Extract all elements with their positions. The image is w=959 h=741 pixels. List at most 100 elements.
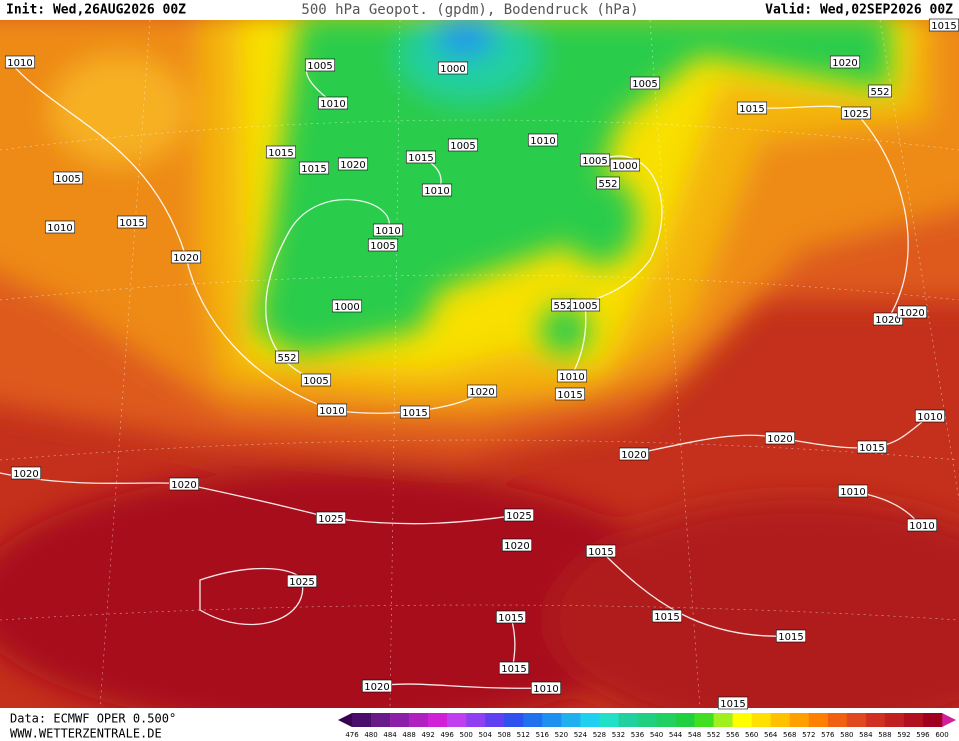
isobar-label-text: 1000 bbox=[612, 161, 637, 172]
isobar-label-text: 1020 bbox=[621, 450, 646, 461]
isobar-label-text: 1020 bbox=[899, 308, 924, 319]
isobar-label: 1015 bbox=[928, 18, 959, 32]
colorbar-label: 536 bbox=[631, 731, 645, 739]
colorbar-label: 556 bbox=[726, 731, 740, 739]
isobar-label-text: 1020 bbox=[504, 541, 529, 552]
isobar-label: 1015 bbox=[554, 387, 586, 401]
isobar-label-text: 552 bbox=[277, 353, 296, 364]
isobar-label: 1015 bbox=[495, 610, 527, 624]
isobar-label-text: 552 bbox=[598, 179, 617, 190]
colorbar-swatch bbox=[599, 713, 619, 727]
colorbar-label: 592 bbox=[897, 731, 910, 739]
isobar-label-box bbox=[856, 440, 888, 454]
colorbar-label: 552 bbox=[707, 731, 720, 739]
colorbar-label: 532 bbox=[612, 731, 625, 739]
isobar-label: 1015 bbox=[856, 440, 888, 454]
isobar-label-box bbox=[609, 158, 641, 172]
isobar-label-box bbox=[367, 238, 399, 252]
isobar-label-box bbox=[447, 138, 479, 152]
isobar-label-text: 1015 bbox=[654, 612, 679, 623]
isobar-label: 1020 bbox=[829, 55, 861, 69]
isobar-label-box bbox=[569, 298, 601, 312]
colorbar-label: 560 bbox=[745, 731, 758, 739]
isobar-label: 1000 bbox=[609, 158, 641, 172]
isobar-label-box bbox=[896, 305, 928, 319]
isobar-label: 552 bbox=[275, 350, 299, 364]
colorbar-swatch bbox=[428, 713, 448, 727]
colorbar-swatch bbox=[732, 713, 752, 727]
isobar-label-text: 1010 bbox=[47, 223, 72, 234]
colorbar-label: 500 bbox=[460, 731, 473, 739]
isobar-label-box bbox=[495, 610, 527, 624]
isobar-label-text: 1020 bbox=[13, 469, 38, 480]
colorbar-label: 572 bbox=[802, 731, 815, 739]
isobar-label-text: 1000 bbox=[440, 64, 465, 75]
isobar-label: 1005 bbox=[447, 138, 479, 152]
isobar-label-text: 1020 bbox=[340, 160, 365, 171]
isobar-label-box bbox=[840, 106, 872, 120]
colorbar-swatch bbox=[751, 713, 772, 727]
isobar-label-text: 1010 bbox=[375, 226, 400, 237]
isobar-label: 1015 bbox=[399, 405, 431, 419]
isobar-label-text: 552 bbox=[553, 301, 572, 312]
isobar-label: 1010 bbox=[316, 403, 348, 417]
isobar-label-box bbox=[764, 431, 796, 445]
colorbar-label: 504 bbox=[479, 731, 493, 739]
isobar-label-box bbox=[337, 157, 369, 171]
isobar-label-box bbox=[596, 176, 620, 190]
colorbar-swatch bbox=[922, 713, 943, 727]
isobar-label: 1010 bbox=[4, 55, 36, 69]
isobar-label: 1015 bbox=[116, 215, 148, 229]
isobar-label-text: 1015 bbox=[739, 104, 764, 115]
isobar-label: 1020 bbox=[170, 250, 202, 264]
colorbar-label: 568 bbox=[783, 731, 796, 739]
isobar-label-text: 1005 bbox=[303, 376, 328, 387]
isobar-label-box bbox=[651, 609, 683, 623]
isobar-label-text: 1015 bbox=[498, 613, 523, 624]
isobar-label-text: 1010 bbox=[909, 521, 934, 532]
isobar-label-text: 1010 bbox=[7, 58, 32, 69]
isobar-label: 1020 bbox=[618, 447, 650, 461]
isobar-label-text: 1005 bbox=[450, 141, 475, 152]
isobar-label-box bbox=[466, 384, 498, 398]
colorbar-swatch bbox=[770, 713, 791, 727]
isobar-label-text: 1015 bbox=[557, 390, 582, 401]
isobar-label: 1015 bbox=[775, 629, 807, 643]
isobar-label-text: 1005 bbox=[55, 174, 80, 185]
colorbar-swatch bbox=[675, 713, 695, 727]
isobar-label: 1020 bbox=[872, 312, 904, 326]
colorbar-swatch bbox=[884, 713, 905, 727]
isobar-label: 1015 bbox=[585, 544, 617, 558]
isobar-label-text: 1025 bbox=[843, 109, 868, 120]
isobar-label-box bbox=[421, 183, 453, 197]
isobar-label-text: 1015 bbox=[408, 153, 433, 164]
isobar-label: 1005 bbox=[300, 373, 332, 387]
isobar-label: 1025 bbox=[315, 511, 347, 525]
isobar-label-box bbox=[585, 544, 617, 558]
colorbar-label: 584 bbox=[859, 731, 873, 739]
colorbar-swatch bbox=[485, 713, 505, 727]
colorbar-swatch bbox=[694, 713, 714, 727]
isobar-label-box bbox=[556, 369, 588, 383]
colorbar-label: 596 bbox=[916, 731, 930, 739]
isobar-label-box bbox=[437, 61, 469, 75]
isobar-label-text: 1010 bbox=[840, 487, 865, 498]
colorbar-label: 492 bbox=[421, 731, 434, 739]
isobar-label: 1005 bbox=[579, 153, 611, 167]
isobar-label-box bbox=[317, 96, 349, 110]
isobar-label-text: 1015 bbox=[778, 632, 803, 643]
isobar-label-text: 1025 bbox=[318, 514, 343, 525]
isobar-label: 1025 bbox=[840, 106, 872, 120]
colorbar-swatch bbox=[656, 713, 676, 727]
isobar-label-text: 1000 bbox=[334, 302, 359, 313]
colorbar-label: 484 bbox=[383, 731, 397, 739]
colorbar-swatch bbox=[637, 713, 657, 727]
isobar-label-text: 1010 bbox=[320, 99, 345, 110]
isobar-label-box bbox=[170, 250, 202, 264]
data-source: Data: ECMWF OPER 0.500° bbox=[10, 712, 176, 726]
isobar-label-box bbox=[405, 150, 437, 164]
colorbar-label: 576 bbox=[821, 731, 835, 739]
colorbar-swatch bbox=[542, 713, 562, 727]
colorbar-swatch bbox=[808, 713, 829, 727]
isobar-label-text: 1010 bbox=[533, 684, 558, 695]
